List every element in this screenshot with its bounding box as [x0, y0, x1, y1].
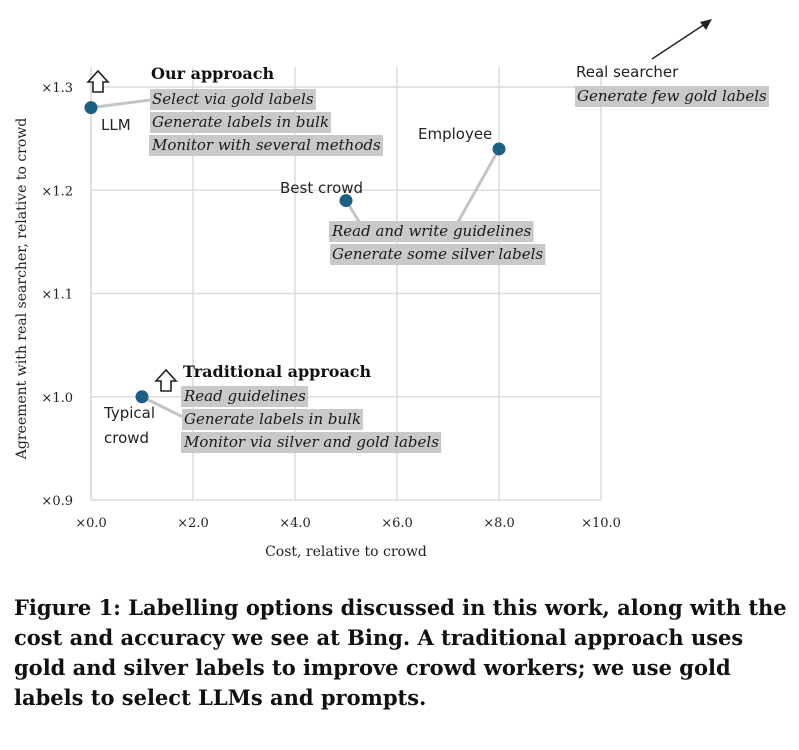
data-point [339, 194, 353, 208]
data-point [135, 390, 149, 404]
x-tick-label: ×2.0 [177, 516, 209, 531]
up-arrow-icon [86, 69, 110, 93]
annotation-highlight [181, 432, 442, 453]
x-tick-label: ×8.0 [483, 516, 515, 531]
y-axis-label: Agreement with real searcher, relative t… [14, 118, 30, 461]
annotation-line: Generate labels in bulk [184, 410, 361, 428]
annotation-line: Monitor with several methods [151, 136, 381, 154]
annotation-highlight [149, 135, 383, 156]
annotation-line: Select via gold labels [152, 90, 314, 108]
y-tick-label: ×1.3 [41, 81, 73, 96]
annotation-highlight [330, 244, 546, 265]
chart: ×0.0 ×2.0 ×4.0 ×6.0 ×8.0 ×10.0 ×0.9 ×1.0 ×1.1 ×1.… [14, 19, 770, 560]
annotation-heading: Traditional approach [183, 362, 372, 381]
y-tick-label: ×1.0 [41, 391, 73, 406]
data-point [84, 101, 98, 115]
annotation-highlight [150, 112, 332, 133]
annotation-line: Generate few gold labels [577, 87, 767, 105]
connector-employee [456, 148, 501, 223]
y-tick-label: ×1.2 [41, 184, 73, 199]
x-axis-label: Cost, relative to crowd [265, 544, 427, 560]
figure-caption: Figure 1: Labelling options discussed in… [14, 595, 787, 710]
annotation-heading: Real searcher [576, 63, 679, 81]
annotation-line: Generate labels in bulk [152, 113, 329, 131]
y-tick-label: ×1.1 [41, 288, 73, 303]
up-arrow-icon [154, 368, 178, 392]
x-tick-label: ×6.0 [381, 516, 413, 531]
data-point [492, 142, 506, 156]
off-chart-arrow-line [651, 21, 709, 60]
annotation-heading: Our approach [151, 64, 275, 83]
connector-typical [141, 395, 184, 419]
point-label: crowd [104, 429, 149, 447]
x-tick-label: ×4.0 [279, 516, 311, 531]
point-label: Typical [103, 404, 155, 422]
annotation-highlight [575, 86, 770, 107]
point-label: Employee [418, 125, 492, 143]
point-label: LLM [101, 116, 131, 134]
annotation-highlight [181, 386, 309, 407]
connector-llm [90, 98, 151, 110]
arrow-head-icon [700, 19, 712, 30]
annotation-line: Read guidelines [183, 387, 306, 405]
point-label: Best crowd [280, 179, 363, 197]
y-tick-label: ×0.9 [41, 494, 73, 509]
x-tick-label: ×10.0 [581, 516, 621, 531]
annotation-line: Generate some silver labels [332, 245, 543, 263]
annotation-highlight [182, 409, 364, 430]
annotation-line: Read and write guidelines [331, 222, 532, 240]
x-tick-label: ×0.0 [75, 516, 107, 531]
annotation-line: Monitor via silver and gold labels [183, 433, 439, 451]
annotation-highlight [150, 89, 316, 110]
annotation-highlight [329, 221, 534, 242]
